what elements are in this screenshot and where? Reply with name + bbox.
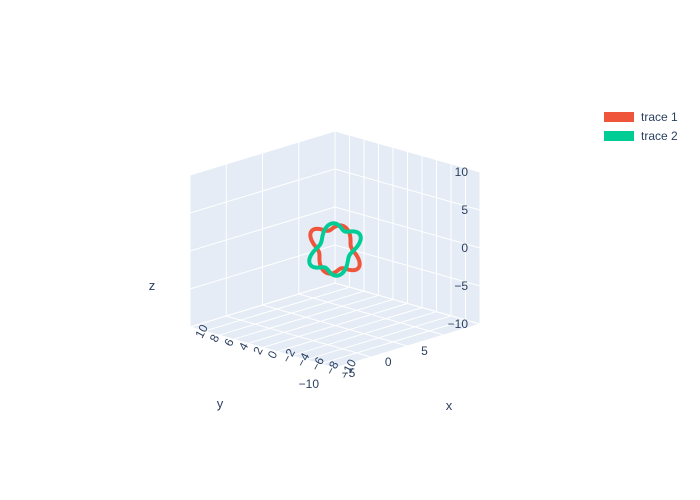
tick-x: 10 xyxy=(192,322,211,341)
gridline-y-on-floor xyxy=(298,293,444,336)
legend-item-trace-2[interactable]: trace 2 xyxy=(604,126,678,145)
gridline-z-on-ywall xyxy=(334,244,481,287)
axis-title-z: z xyxy=(149,278,156,293)
tick-z: 5 xyxy=(461,203,468,217)
tick-y: 5 xyxy=(421,344,428,358)
tick-y: 0 xyxy=(385,355,392,369)
legend: trace 1 trace 2 xyxy=(604,107,678,145)
gridline-y-on-floor xyxy=(262,304,408,347)
legend-swatch-trace-2 xyxy=(604,130,634,141)
scene-gridlines xyxy=(189,130,481,369)
tick-z: −5 xyxy=(454,279,468,293)
legend-label-trace-1: trace 1 xyxy=(641,109,678,124)
gridline-z-on-xwall xyxy=(189,130,336,176)
gridline-z-on-ywall xyxy=(334,168,481,211)
gridline-z-on-xwall xyxy=(189,168,336,214)
tick-x: −6 xyxy=(308,354,327,373)
gridline-z-on-xwall xyxy=(189,282,336,328)
tick-y: −5 xyxy=(342,366,356,380)
tick-y: −10 xyxy=(299,377,320,391)
gridline-z-on-ywall xyxy=(334,282,481,325)
axis-title-x: x xyxy=(446,398,453,413)
gridline-z-on-xwall xyxy=(189,206,336,252)
tick-z: −10 xyxy=(448,317,469,331)
axis-title-y: y xyxy=(217,396,224,411)
tick-x: −8 xyxy=(323,358,342,377)
legend-item-trace-1[interactable]: trace 1 xyxy=(604,107,678,126)
tick-z: 10 xyxy=(455,165,469,179)
legend-swatch-trace-1 xyxy=(604,111,634,122)
scene-axis-titles: z y x xyxy=(149,278,453,413)
legend-label-trace-2: trace 2 xyxy=(641,128,678,143)
tick-x: −4 xyxy=(294,350,313,369)
tick-x: −2 xyxy=(279,346,298,365)
gridline-z-on-ywall xyxy=(334,206,481,249)
gridline-y-on-floor xyxy=(189,326,336,369)
trace-2-line xyxy=(307,221,363,278)
tick-z: 0 xyxy=(461,241,468,255)
gridline-y-on-floor xyxy=(226,315,372,358)
gridline-z-on-ywall xyxy=(334,130,481,173)
scene-traces xyxy=(307,221,363,278)
